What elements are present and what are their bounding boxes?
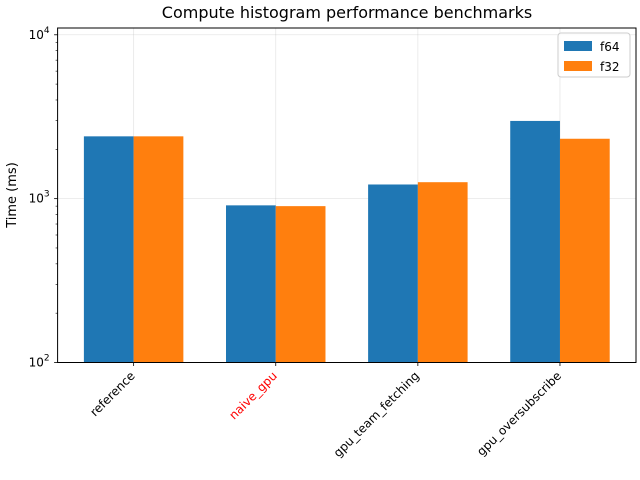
bars-layer [83, 120, 610, 363]
y-tick-exponent: 2 [44, 354, 50, 364]
bar-f64-reference [83, 136, 134, 363]
bar-f32-reference [133, 136, 184, 363]
bar-f32-gpu_oversubscribe [559, 138, 610, 363]
chart-title: Compute histogram performance benchmarks [162, 3, 532, 22]
legend-label-f64: f64 [600, 40, 620, 54]
legend-swatch-f32 [564, 61, 592, 71]
bar-f32-gpu_team_fetching [417, 182, 468, 363]
y-tick-exponent: 3 [44, 190, 50, 200]
legend-swatch-f64 [564, 41, 592, 51]
bar-f32-naive_gpu [275, 206, 326, 363]
bar-f64-naive_gpu [226, 205, 276, 363]
plot-frame [57, 27, 637, 363]
y-axis-label: Time (ms) [5, 162, 20, 229]
legend-label-f32: f32 [600, 60, 620, 74]
bar-f64-gpu_team_fetching [368, 184, 418, 363]
y-tick-exponent: 4 [44, 26, 50, 36]
bar-f64-gpu_oversubscribe [510, 120, 560, 363]
